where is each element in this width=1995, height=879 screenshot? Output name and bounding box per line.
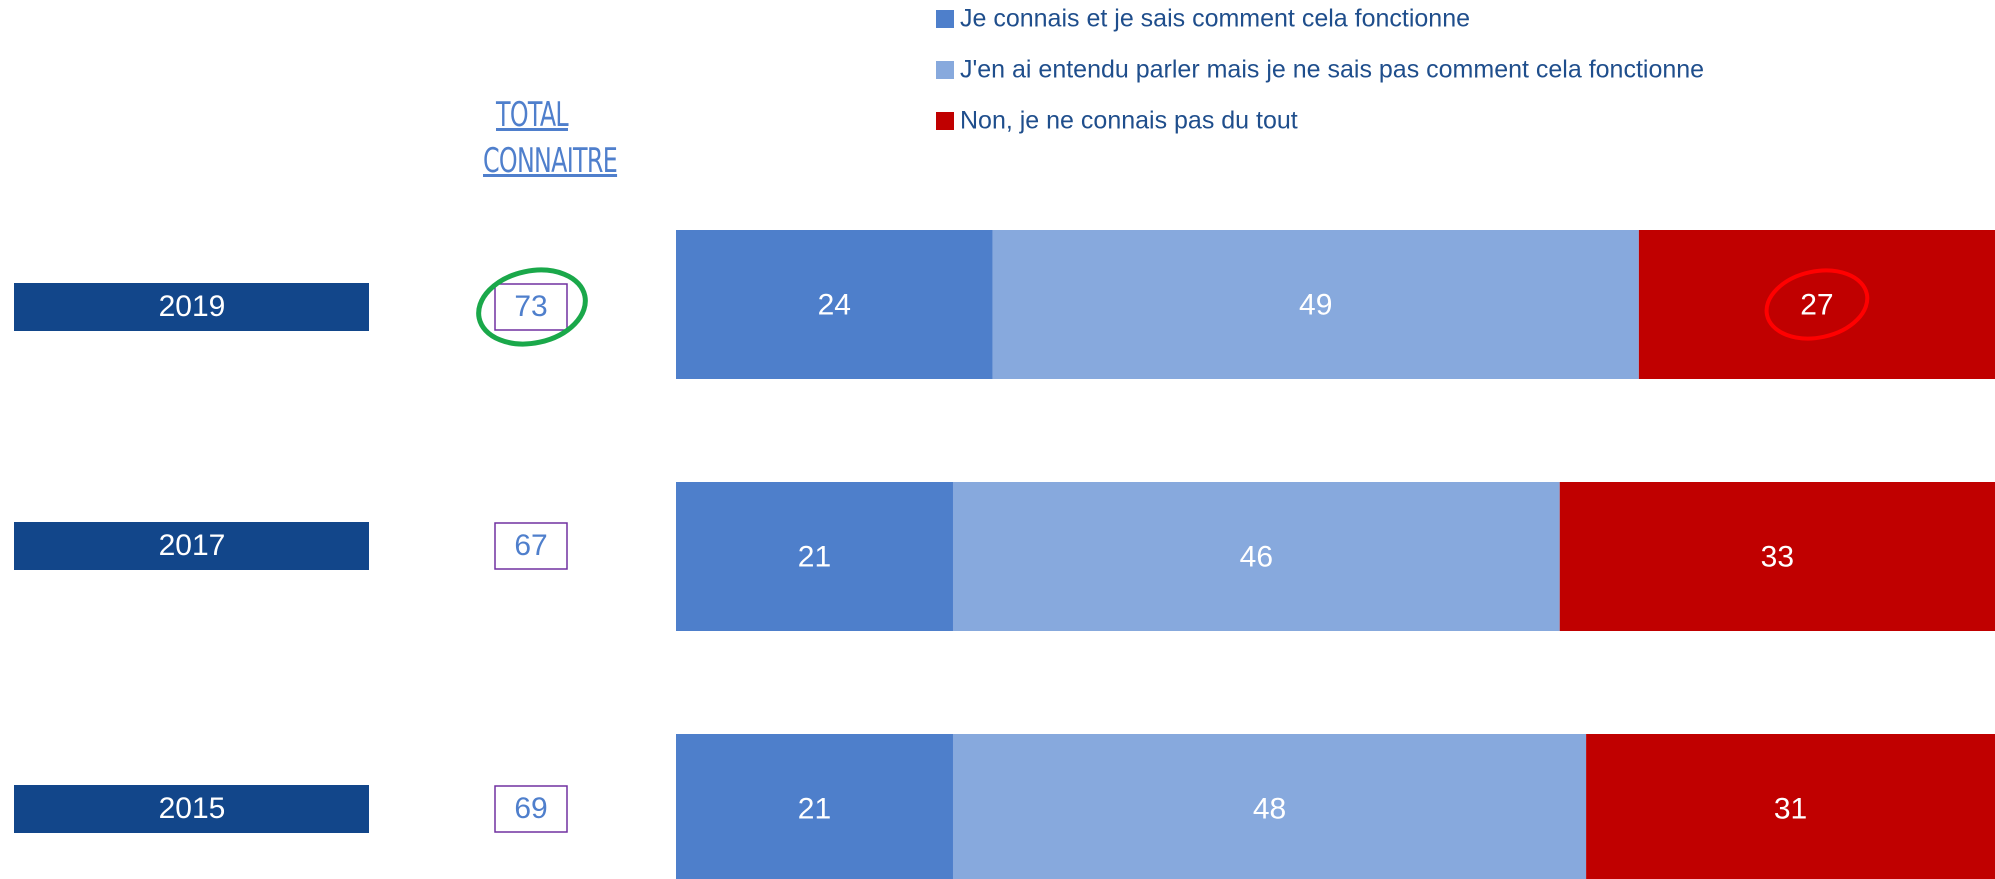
bar-segment (952, 482, 1560, 631)
highlight-circle (1764, 268, 1870, 341)
data-label: 21 (798, 792, 831, 825)
legend-swatch (936, 112, 954, 130)
category-label: 2017 (159, 529, 226, 562)
bar-segment (676, 482, 953, 631)
data-label: 48 (1253, 792, 1286, 825)
highlight-circle (476, 267, 588, 347)
legend-swatch (936, 61, 954, 79)
data-label: 46 (1240, 540, 1273, 573)
category-label: 2019 (159, 290, 226, 323)
data-label: 49 (1299, 288, 1332, 321)
category-label: 2015 (159, 792, 226, 825)
legend-label: J'en ai entendu parler mais je ne sais p… (960, 56, 1704, 84)
total-value: 73 (514, 290, 547, 323)
total-value: 69 (514, 792, 547, 825)
bar-segment (1586, 734, 1995, 879)
total-box (494, 283, 568, 331)
bar-segment (676, 230, 993, 379)
bar-segment (1559, 482, 1995, 631)
legend-swatch (936, 10, 954, 28)
total-box (494, 522, 568, 570)
year-box (14, 283, 369, 331)
data-label: 27 (1800, 288, 1833, 321)
bar-segment (992, 230, 1639, 379)
total-label: TOTAL CONNAITRE (483, 95, 618, 181)
total-box (494, 785, 568, 833)
legend-label: Je connais et je sais comment cela fonct… (960, 5, 1470, 33)
legend-label: Non, je ne connais pas du tout (960, 107, 1298, 135)
data-label: 33 (1761, 540, 1794, 573)
bar-segment (676, 734, 953, 879)
bar-segment (1638, 230, 1995, 379)
data-label: 21 (798, 540, 831, 573)
data-label: 31 (1774, 792, 1807, 825)
total-value: 67 (514, 529, 547, 562)
bar-segment (952, 734, 1587, 879)
year-box (14, 522, 369, 570)
year-box (14, 785, 369, 833)
data-label: 24 (818, 288, 851, 321)
